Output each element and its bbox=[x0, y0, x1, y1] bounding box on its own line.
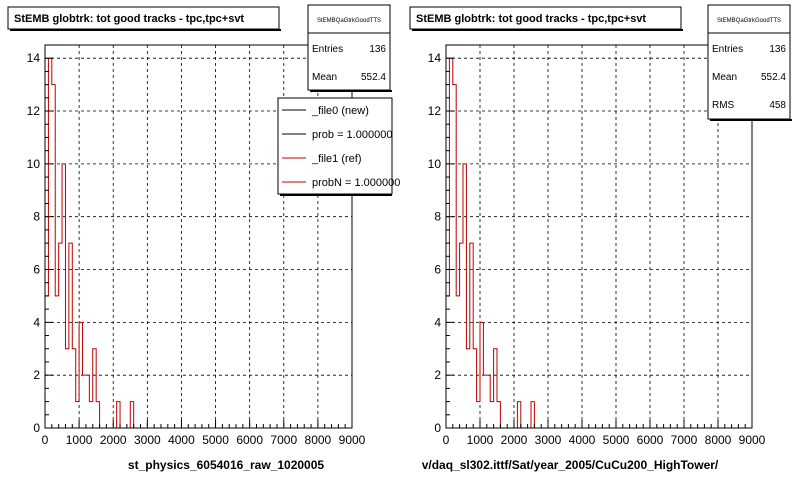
legend-entry-label: _file1 (ref) bbox=[311, 153, 362, 165]
y-tick-label: 10 bbox=[27, 157, 41, 171]
y-tick-label: 14 bbox=[428, 51, 442, 65]
y-tick-label: 12 bbox=[27, 104, 41, 118]
stats-value: 458 bbox=[769, 100, 786, 111]
stats-box bbox=[707, 4, 791, 120]
x-tick-label: 5000 bbox=[202, 433, 229, 447]
stats-label: Entries bbox=[712, 44, 743, 55]
legend-entry-label: _file0 (new) bbox=[311, 105, 369, 117]
x-tick-label: 2000 bbox=[501, 433, 528, 447]
x-tick-label: 7000 bbox=[270, 433, 297, 447]
x-tick-label: 0 bbox=[443, 433, 450, 447]
chart-title: StEMB globtrk: tot good tracks - tpc,tpc… bbox=[14, 13, 244, 25]
x-tick-label: 7000 bbox=[671, 433, 698, 447]
y-tick-label: 8 bbox=[434, 210, 441, 224]
x-axis-title: st_physics_6054016_raw_1020005 bbox=[128, 458, 324, 472]
legend-box-shadow bbox=[280, 194, 392, 196]
chart-panel-2: 0 1000 2000 3000 4000 5000 6000 7000 8000 9000 0 2 4… bbox=[409, 4, 792, 472]
y-tick-label: 8 bbox=[33, 210, 40, 224]
x-tick-label: 9000 bbox=[339, 433, 366, 447]
stats-label: RMS bbox=[712, 100, 735, 111]
y-tick-label: 2 bbox=[33, 368, 40, 382]
title-box-shadow bbox=[412, 29, 683, 31]
chart-panel-1: 0 1000 2000 3000 4000 5000 6000 7000 8000 9000 0 2 4… bbox=[7, 4, 400, 472]
stats-box bbox=[307, 4, 391, 91]
plot-frame bbox=[445, 44, 753, 429]
x-tick-label: 1000 bbox=[66, 433, 93, 447]
x-tick-label: 8000 bbox=[705, 433, 732, 447]
x-tick-label: 1000 bbox=[467, 433, 494, 447]
x-tick-label: 3000 bbox=[134, 433, 161, 447]
y-tick-label: 6 bbox=[434, 263, 441, 277]
x-tick-label: 8000 bbox=[305, 433, 332, 447]
x-tick-label: 0 bbox=[42, 433, 49, 447]
stats-name: StEMBQaGtrkGoodTTS bbox=[717, 18, 781, 24]
stats-box-shadow bbox=[310, 90, 392, 92]
x-tick-label: 6000 bbox=[236, 433, 263, 447]
y-tick-label: 4 bbox=[33, 315, 40, 329]
legend: _file0 (new) prob = 1.000000 _file1 (ref) p… bbox=[277, 97, 400, 196]
x-tick-label: 2000 bbox=[100, 433, 127, 447]
plot-frame bbox=[44, 44, 353, 429]
y-tick-label: 12 bbox=[428, 104, 442, 118]
chart-title: StEMB globtrk: tot good tracks - tpc,tpc… bbox=[416, 13, 646, 25]
y-tick-label: 6 bbox=[33, 263, 40, 277]
stats-value: 552.4 bbox=[361, 72, 386, 83]
stats-value: 136 bbox=[769, 44, 786, 55]
x-tick-label: 3000 bbox=[535, 433, 562, 447]
histogram-series bbox=[445, 57, 535, 429]
stats-label: Entries bbox=[312, 44, 343, 55]
stats-name: StEMBQaGtrkGoodTTS bbox=[317, 18, 381, 24]
stats-box-shadow bbox=[710, 119, 792, 121]
y-tick-label: 0 bbox=[33, 421, 40, 435]
y-tick-label: 2 bbox=[434, 368, 441, 382]
title-box-shadow bbox=[10, 29, 281, 31]
stats-label: Mean bbox=[712, 72, 737, 83]
stats-value: 136 bbox=[369, 44, 386, 55]
x-tick-label: 4000 bbox=[168, 433, 195, 447]
x-tick-label: 4000 bbox=[569, 433, 596, 447]
stats-label: Mean bbox=[312, 72, 337, 83]
y-tick-label: 4 bbox=[434, 315, 441, 329]
legend-entry-label: probN = 1.000000 bbox=[312, 177, 400, 189]
x-tick-label: 9000 bbox=[739, 433, 766, 447]
legend-entry-label: prob = 1.000000 bbox=[312, 129, 392, 141]
histogram-series bbox=[44, 57, 135, 429]
y-tick-label: 14 bbox=[27, 51, 41, 65]
y-tick-label: 10 bbox=[428, 157, 442, 171]
x-tick-label: 5000 bbox=[603, 433, 630, 447]
x-tick-label: 6000 bbox=[637, 433, 664, 447]
stats-value: 552.4 bbox=[761, 72, 786, 83]
x-axis-title: v/daq_sl302.ittf/Sat/year_2005/CuCu200_H… bbox=[422, 458, 719, 472]
y-tick-label: 0 bbox=[434, 421, 441, 435]
